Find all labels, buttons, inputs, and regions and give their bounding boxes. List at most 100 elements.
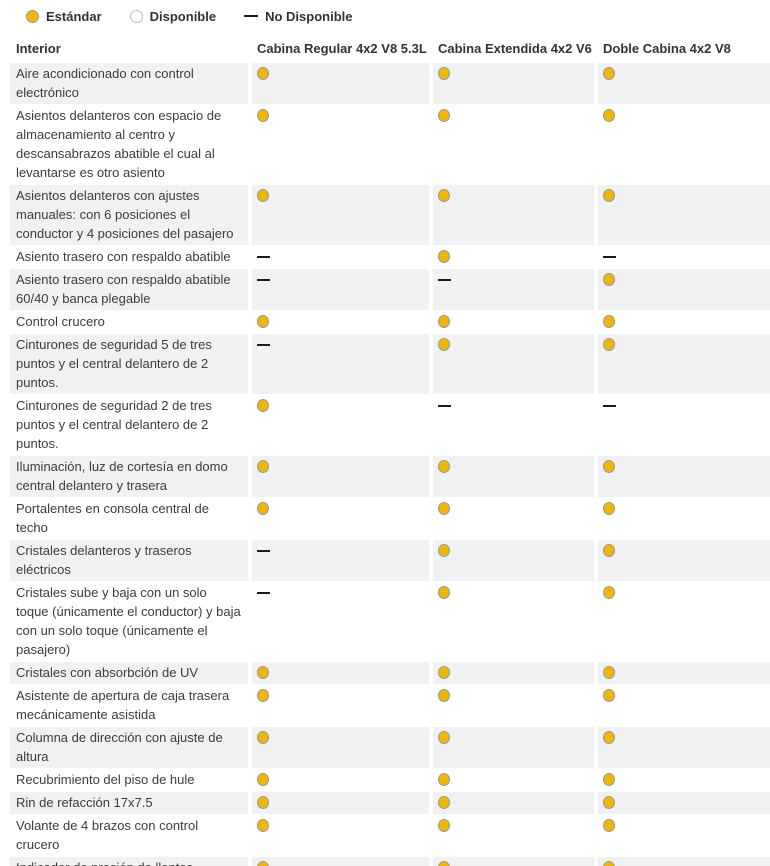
feature-label: Asistente de apertura de caja trasera me…: [16, 688, 230, 722]
value-cell-doble-cabina: [598, 395, 770, 455]
value-cell-cabina-extendida: [433, 769, 594, 791]
standard-icon: [438, 796, 450, 809]
standard-icon: [603, 689, 615, 702]
value-cell-cabina-extendida: [433, 63, 594, 104]
value-cell-cabina-extendida: [433, 685, 594, 726]
value-cell-doble-cabina: [598, 662, 770, 684]
standard-icon: [257, 109, 269, 122]
value-cell-cabina-extendida: [433, 857, 594, 866]
standard-icon: [603, 773, 615, 786]
table-row: Asientos delanteros con ajustes manuales…: [10, 185, 770, 245]
standard-icon: [438, 315, 450, 328]
not-available-icon: [603, 405, 616, 407]
feature-label: Portalentes en consola central de techo: [16, 501, 209, 535]
column-header-cabina-extendida: Cabina Extendida 4x2 V6: [438, 41, 592, 56]
value-cell-doble-cabina: [598, 311, 770, 333]
table-row: Asiento trasero con respaldo abatible: [10, 246, 770, 268]
feature-label: Cristales con absorbción de UV: [10, 662, 248, 684]
legend-label: Disponible: [149, 8, 217, 24]
value-cell-cabina-extendida: [433, 105, 594, 184]
value-cell-doble-cabina: [598, 456, 770, 497]
standard-icon: [257, 773, 269, 786]
standard-icon: [438, 544, 450, 557]
feature-label: Asientos delanteros con ajustes manuales…: [10, 185, 248, 245]
value-cell-doble-cabina: [598, 857, 770, 866]
standard-icon: [438, 189, 450, 202]
value-cell-cabina-regular: [252, 334, 429, 394]
standard-icon: [257, 819, 269, 832]
value-cell-doble-cabina: [598, 269, 770, 310]
value-cell-doble-cabina: [598, 685, 770, 726]
feature-label: Columna de dirección con ajuste de altur…: [10, 727, 248, 768]
value-cell-doble-cabina: [598, 105, 770, 184]
standard-icon: [603, 315, 615, 328]
legend-item-standard: Estándar: [26, 9, 102, 24]
standard-icon: [257, 796, 269, 809]
value-cell-doble-cabina: [598, 540, 770, 581]
standard-icon: [603, 109, 615, 122]
value-cell-cabina-extendida: [433, 498, 594, 539]
feature-label: Cristales sube y baja con un solo toque …: [16, 585, 241, 657]
value-cell-cabina-regular: [252, 685, 429, 726]
feature-label: Indicador de presión de llantas: [10, 857, 248, 866]
table-row: Asientos delanteros con espacio de almac…: [10, 105, 770, 184]
value-cell-cabina-regular: [252, 498, 429, 539]
value-cell-cabina-extendida: [433, 185, 594, 245]
value-cell-cabina-regular: [252, 582, 429, 661]
table-row: Volante de 4 brazos con control crucero: [10, 815, 770, 856]
table-row: Rin de refacción 17x7.5: [10, 792, 770, 814]
column-header-doble-cabina: Doble Cabina 4x2 V8: [603, 41, 731, 56]
feature-label: Cristales delanteros y traseros eléctric…: [10, 540, 248, 581]
standard-icon: [603, 796, 615, 809]
available-icon: [129, 9, 143, 23]
table-header-row: Interior Cabina Regular 4x2 V8 5.3L Cabi…: [10, 39, 770, 58]
table-row: Cristales delanteros y traseros eléctric…: [10, 540, 770, 581]
table-row: Portalentes en consola central de techo: [10, 498, 770, 539]
feature-label: Aire acondicionado con control electróni…: [10, 63, 248, 104]
standard-icon: [26, 9, 39, 23]
feature-label: Asiento trasero con respaldo abatible 60…: [10, 269, 248, 310]
value-cell-cabina-regular: [252, 395, 429, 455]
table-row: Indicador de presión de llantas: [10, 857, 770, 866]
value-cell-cabina-regular: [252, 105, 429, 184]
value-cell-cabina-regular: [252, 792, 429, 814]
standard-icon: [603, 338, 615, 351]
value-cell-cabina-regular: [252, 311, 429, 333]
value-cell-doble-cabina: [598, 246, 770, 268]
comparison-table: Interior Cabina Regular 4x2 V8 5.3L Cabi…: [10, 39, 770, 866]
value-cell-cabina-regular: [252, 727, 429, 768]
standard-icon: [438, 502, 450, 515]
value-cell-cabina-extendida: [433, 792, 594, 814]
standard-icon: [603, 544, 615, 557]
standard-icon: [257, 67, 269, 80]
standard-icon: [603, 586, 615, 599]
standard-icon: [257, 315, 269, 328]
value-cell-doble-cabina: [598, 498, 770, 539]
value-cell-cabina-extendida: [433, 540, 594, 581]
value-cell-cabina-regular: [252, 63, 429, 104]
not-available-icon: [438, 405, 451, 407]
value-cell-cabina-regular: [252, 662, 429, 684]
not-available-icon: [257, 256, 270, 258]
value-cell-cabina-regular: [252, 815, 429, 856]
value-cell-doble-cabina: [598, 185, 770, 245]
table-row: Cristales sube y baja con un solo toque …: [10, 582, 770, 661]
value-cell-cabina-regular: [252, 246, 429, 268]
standard-icon: [438, 773, 450, 786]
value-cell-cabina-extendida: [433, 334, 594, 394]
not-available-icon: [438, 279, 451, 281]
value-cell-cabina-regular: [252, 540, 429, 581]
standard-icon: [603, 273, 615, 286]
standard-icon: [257, 666, 269, 679]
value-cell-cabina-regular: [252, 269, 429, 310]
table-row: Aire acondicionado con control electróni…: [10, 63, 770, 104]
value-cell-cabina-extendida: [433, 246, 594, 268]
value-cell-cabina-regular: [252, 857, 429, 866]
value-cell-doble-cabina: [598, 792, 770, 814]
category-header: Interior: [16, 41, 61, 56]
not-available-icon: [603, 256, 616, 258]
standard-icon: [257, 460, 269, 473]
feature-label: Cinturones de seguridad 2 de tres puntos…: [16, 398, 212, 451]
standard-icon: [603, 731, 615, 744]
